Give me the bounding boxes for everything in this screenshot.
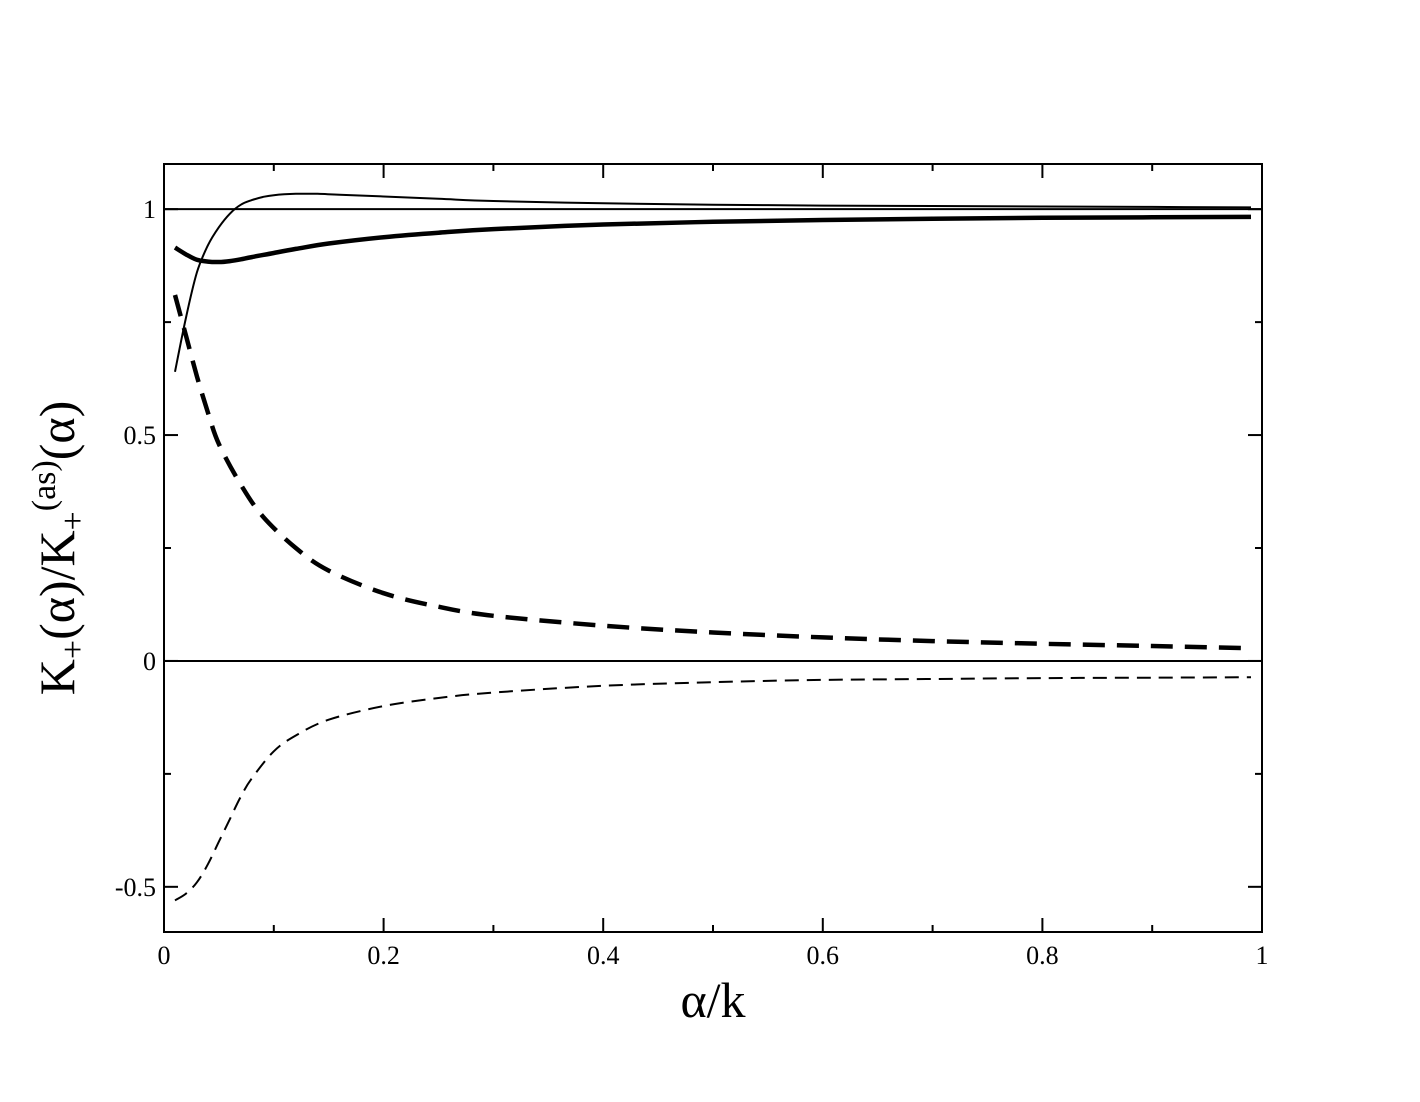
y-axis-title-part: + [55,511,92,530]
y-tick-label: 0.5 [124,421,157,450]
y-axis-title-part: (α) [29,401,85,461]
x-tick-label: 0.8 [1026,941,1059,970]
x-axis-title: α/k [680,972,745,1028]
y-axis-title-part: (as) [26,460,63,511]
y-axis-title: K+(α)/K+(as)(α) [26,401,91,695]
x-tick-label: 0.6 [807,941,840,970]
series-line-thin-solid [174,192,1252,372]
y-axis-title-part: + [55,640,92,659]
y-axis-title-part: K [29,659,85,695]
series-line-thick-dashed [172,294,1252,651]
x-tick-label: 0.4 [587,941,620,970]
reference-lines [164,208,1262,662]
x-tick-label: 1 [1256,941,1269,970]
series-line-thick-solid [173,214,1252,265]
plot-frame [163,163,1263,933]
tick-labels: 0 0.2 0.4 0.6 0.8 1 -0.5 0 0.5 1 [115,195,1269,970]
axis-ticks [163,164,1263,932]
series-line-thin-dashed [174,676,1252,902]
series-layer [172,192,1252,902]
y-axis-title-part: (α)/K [29,530,85,640]
y-tick-label: 0 [143,647,156,676]
x-tick-label: 0 [158,941,171,970]
x-tick-label: 0.2 [367,941,400,970]
y-tick-label: -0.5 [115,873,156,902]
y-tick-label: 1 [143,195,156,224]
